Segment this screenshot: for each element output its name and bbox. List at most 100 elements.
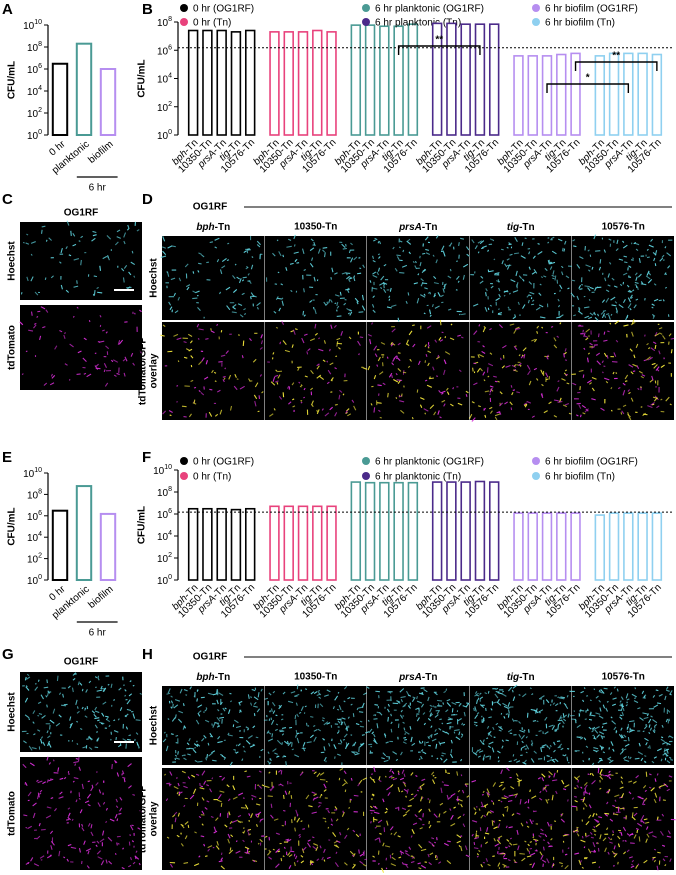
cell [348,250,351,254]
cell [507,306,510,309]
cell [587,249,590,252]
cell [260,334,263,339]
cell [567,287,570,290]
cell [626,701,628,704]
cell [608,776,611,780]
cell [377,253,380,256]
cell [399,240,403,243]
cell [436,757,439,760]
cell [438,727,442,731]
cell [637,822,643,827]
bar [297,31,309,136]
cell [351,743,355,747]
cell [293,693,300,697]
cell [480,275,484,279]
cell [516,829,519,835]
micrograph-background [572,322,674,420]
cell [565,275,570,279]
cell [652,835,657,838]
cell [445,688,448,691]
cell [591,398,596,401]
cell [545,798,549,804]
cell [417,862,421,865]
bar [216,507,227,581]
cell [549,261,553,264]
cell [644,755,647,757]
cell [169,863,174,868]
cell [282,340,287,346]
cell [517,301,520,306]
cell [332,706,335,710]
cell [183,785,188,789]
cell [383,288,387,293]
cell [122,277,125,283]
cell [637,751,644,755]
cell [544,267,548,272]
cell [507,709,510,714]
cell [105,821,108,823]
cell [636,286,639,291]
micrograph-background [20,305,142,390]
cell [209,241,214,244]
cell [541,773,546,778]
cell [602,751,606,754]
cell [570,292,575,298]
cell [661,813,665,817]
cell [493,375,497,378]
cell [425,354,428,357]
cell [651,306,654,309]
cell [576,828,579,833]
cell [197,760,203,763]
cell [102,830,105,836]
cell [127,224,130,229]
cell [304,688,308,691]
cell [311,404,314,408]
cell [629,307,632,311]
cell [219,716,225,719]
cell [347,716,350,719]
cell [46,806,52,809]
cell [428,820,430,825]
cell [613,686,616,689]
cell [49,382,55,386]
cell [73,777,79,780]
cell [481,793,484,796]
cell [604,277,607,282]
cell [196,323,200,328]
cell [274,728,278,731]
cell [396,254,401,257]
cell [426,325,432,329]
cell [316,365,320,370]
bar [283,505,294,581]
cell [25,826,28,829]
cell [81,827,85,832]
cell [326,856,331,859]
cell [507,706,511,709]
cell [85,689,88,693]
cell [97,677,100,681]
panel-letter: B [142,1,153,18]
cell [473,330,478,335]
cell [658,693,663,697]
cell [170,277,176,281]
cell [581,405,586,409]
cell [441,752,446,755]
cell [47,690,51,694]
cell [636,365,640,369]
cell [656,816,659,820]
cell [309,262,314,268]
cell [295,809,299,816]
cell [385,741,389,744]
cell [383,759,389,763]
cell [182,725,186,730]
cell [405,300,408,305]
cell [413,793,418,798]
cell [494,413,501,417]
cell [280,857,283,862]
cell [501,365,505,369]
y-axis-label: CFU/mL [7,61,18,99]
cell [599,707,602,712]
cell [589,711,592,715]
cell [618,733,623,739]
cell [482,742,485,746]
